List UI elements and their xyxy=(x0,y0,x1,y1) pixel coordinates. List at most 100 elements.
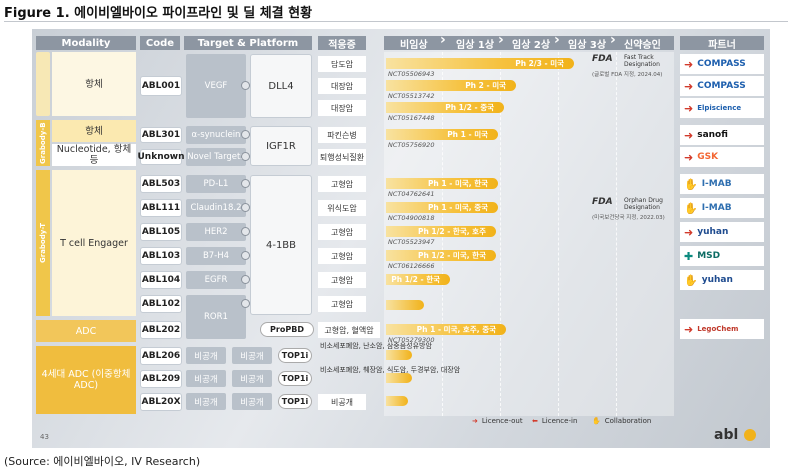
licence-in-arrow-icon: ⬅ xyxy=(532,417,538,425)
indication-cell: 고형암 xyxy=(318,224,366,240)
phase-bar: Ph 2/3 - 미국 xyxy=(386,58,574,69)
target-egfr: EGFR xyxy=(186,271,246,289)
fast-track-label: Fast Track Designation xyxy=(624,54,660,68)
indication-cell: 위식도암 xyxy=(318,200,366,216)
nct-id: NCT05506943 xyxy=(388,70,435,78)
partner-row: ✋ I-MAB xyxy=(680,174,764,194)
target-claudin18-2: Claudin18.2 xyxy=(186,199,246,217)
connector-knob xyxy=(241,179,250,188)
bispecific-group-tag xyxy=(36,52,50,116)
connector-knob xyxy=(241,152,250,161)
partner-name: yuhan xyxy=(701,275,733,285)
partner-name: Elpiscience xyxy=(697,104,742,112)
phase-separator xyxy=(558,52,559,416)
phase-bar: Ph 1/2 - 중국 xyxy=(386,102,504,113)
partner-name: sanofi xyxy=(697,130,728,140)
source-note: (Source: 에이비엘바이오, IV Research) xyxy=(4,455,201,468)
partner-row: ➜ COMPASS xyxy=(680,54,764,74)
target-undisclosed-a: 비공개 xyxy=(186,370,226,387)
indication-cell: 비공개 xyxy=(318,394,366,410)
partner-header: 파트너 xyxy=(680,36,764,51)
collaboration-icon: ✋ xyxy=(684,177,698,191)
partner-name: I-MAB xyxy=(701,203,732,213)
code-abl001: ABL001 xyxy=(140,76,182,96)
target-undisclosed-a: 비공개 xyxy=(186,347,226,364)
preclinical-bar xyxy=(386,350,412,360)
grabody-t-tag: Grabody-T xyxy=(36,170,50,316)
licence-out-arrow-icon: ➜ xyxy=(684,101,694,115)
legend-licence-in: ⬅ Licence-in xyxy=(532,417,578,425)
code-abl104: ABL104 xyxy=(140,271,182,289)
licence-out-arrow-icon: ➜ xyxy=(684,57,694,71)
phase-1: 임상 1상 xyxy=(456,40,495,51)
indication-cell: 고형암 xyxy=(318,248,366,264)
abl-logo-mark xyxy=(744,429,756,441)
platform-propbd: ProPBD xyxy=(260,322,314,337)
chevron-right-icon: › xyxy=(554,32,560,48)
licence-in-arrow-icon: ➜ xyxy=(684,322,694,336)
indication-cell: 퇴행성뇌질환 xyxy=(318,149,366,165)
partner-name: COMPASS xyxy=(697,81,746,91)
phase-bar: Ph 1 - 미국, 한국 xyxy=(386,178,498,189)
target-undisclosed-a: 비공개 xyxy=(186,393,226,410)
partner-row: ➜ Elpiscience xyxy=(680,98,764,118)
chevron-right-icon: › xyxy=(610,32,616,48)
platform-igf1r: IGF1R xyxy=(250,126,312,166)
phase-preclinical: 비임상 xyxy=(400,40,428,51)
code-abl105: ABL105 xyxy=(140,223,182,241)
phase-bar: Ph 1 - 미국 xyxy=(386,129,498,140)
code-abl301: ABL301 xyxy=(140,127,182,143)
code-abl102: ABL102 xyxy=(140,295,182,313)
connector-knob xyxy=(241,130,250,139)
nct-id: NCT04900818 xyxy=(388,214,435,222)
phase-bar: Ph 1/2 - 한국, 호주 xyxy=(386,226,496,237)
nct-id: NCT04762641 xyxy=(388,190,435,198)
connector-knob xyxy=(241,275,250,284)
nct-id: NCT05523947 xyxy=(388,238,435,246)
target-platform-header: Target & Platform xyxy=(184,36,312,50)
modality-antibody: 항체 xyxy=(52,52,136,116)
partner-name: MSD xyxy=(697,251,721,261)
orphan-drug-label: Orphan Drug Designation xyxy=(624,197,663,211)
partner-row: ➜ yuhan xyxy=(680,222,764,242)
licence-out-arrow-icon: ➜ xyxy=(472,417,478,425)
platform-4-1bb: 4-1BB xyxy=(250,175,312,315)
target-ror1: ROR1 xyxy=(186,295,246,339)
title-divider xyxy=(4,21,788,22)
indication-cell: 고형암 xyxy=(318,272,366,288)
indication-cell: 비소세포폐암, 췌장암, 식도암, 두경부암, 대장암 xyxy=(320,366,461,374)
collaboration-icon: ✋ xyxy=(684,273,698,287)
grabody-b-tag: Grabody-B xyxy=(36,120,50,166)
nct-id: NCT05513742 xyxy=(388,92,435,100)
modality-nucleotide: Nucleotide, 항체 등 xyxy=(52,144,136,166)
indication-header: 적응증 xyxy=(318,36,366,51)
phase-separator xyxy=(500,52,501,416)
fda-logo: FDA xyxy=(592,54,613,64)
partner-row: ➜ sanofi xyxy=(680,125,764,145)
target-vegf: VEGF xyxy=(186,54,246,118)
legend-licence-out: ➜ Licence-out xyxy=(472,417,523,425)
target-her2: HER2 xyxy=(186,223,246,241)
phase-3: 임상 3상 xyxy=(568,40,607,51)
preclinical-bar xyxy=(386,373,412,383)
indication-cell: 고형암, 혈액암 xyxy=(318,322,380,338)
connector-knob xyxy=(241,81,250,90)
target-alpha-synuclein: α-synuclein xyxy=(186,126,246,144)
chevron-right-icon: › xyxy=(440,32,446,48)
partner-row: ➜ COMPASS xyxy=(680,76,764,96)
modality-t-cell-engager: T cell Engager xyxy=(52,170,136,316)
licence-out-arrow-icon: ➜ xyxy=(684,150,694,164)
indication-cell: 대장암 xyxy=(318,100,366,116)
connector-knob xyxy=(241,299,250,308)
partner-row: ➜ LegoChem xyxy=(680,319,764,339)
collaboration-icon: ✋ xyxy=(592,417,601,425)
abl-logo: abl xyxy=(714,427,739,443)
target-undisclosed-b: 비공개 xyxy=(232,347,272,364)
code-abl202: ABL202 xyxy=(140,321,182,339)
connector-knob xyxy=(241,251,250,260)
indication-cell: 고형암 xyxy=(318,296,366,312)
figure-title: Figure 1. 에이비엘바이오 파이프라인 및 딜 체결 현황 xyxy=(4,6,313,21)
code-abl209: ABL209 xyxy=(140,370,182,388)
phase-bar: Ph 1 - 미국, 중국 xyxy=(386,202,498,213)
modality-4th-gen-adc: 4세대 ADC (이중항체 ADC) xyxy=(36,346,136,414)
